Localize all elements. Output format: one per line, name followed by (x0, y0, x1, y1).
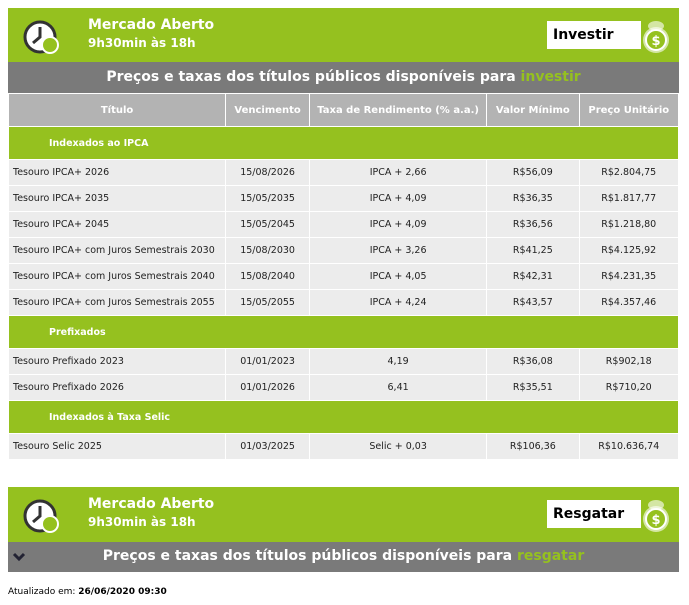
cell: R$902,18 (578, 348, 679, 375)
cell: IPCA + 3,26 (309, 237, 488, 264)
cell: Tesouro IPCA+ 2026 (7, 159, 227, 186)
cell: IPCA + 2,66 (309, 159, 488, 186)
chevron[interactable] (12, 551, 26, 563)
cell: 6,41 (309, 374, 488, 401)
cell: R$1.817,77 (578, 185, 679, 212)
banner-text: Preços e taxas dos títulos públicos disp… (8, 69, 679, 85)
panel-hours: 9h30min às 18h (88, 36, 196, 50)
banner-label: Preços e taxas dos títulos públicos disp… (102, 548, 513, 564)
banner: Preços e taxas dos títulos públicos disp… (8, 542, 679, 572)
market-panel: Mercado Aberto 9h30min às 18h Investir $ (8, 8, 679, 62)
cell: Tesouro Prefixado 2023 (7, 348, 227, 375)
cell: IPCA + 4,09 (309, 185, 488, 212)
cell: R$41,25 (486, 237, 580, 264)
table-wrap: Título Vencimento Taxa de Rendimento (% a.… (7, 93, 679, 460)
cell: R$4.231,35 (578, 263, 679, 290)
column-header: Vencimento (225, 93, 311, 127)
bond-row[interactable]: Tesouro IPCA+ com Juros Semestrais 2030 1… (7, 237, 679, 264)
cell: Selic + 0,03 (309, 433, 488, 460)
column-header: Preço Unitário (578, 93, 679, 127)
bond-row[interactable]: Tesouro Selic 2025 01/03/2025 Selic + 0,03… (7, 433, 679, 460)
cell: R$106,36 (486, 433, 580, 460)
bond-row[interactable]: Tesouro IPCA+ com Juros Semestrais 2055 1… (7, 289, 679, 316)
cell: 15/05/2055 (225, 289, 311, 316)
panel-title: Mercado Aberto (88, 496, 215, 512)
svg-text:$: $ (651, 513, 660, 528)
cell: R$42,31 (486, 263, 580, 290)
cell: Tesouro Selic 2025 (7, 433, 227, 460)
section-row: Indexados ao IPCA (8, 126, 679, 160)
column-header: Valor Mínimo (486, 93, 580, 127)
cell: Tesouro IPCA+ com Juros Semestrais 2040 (7, 263, 227, 290)
cell: R$710,20 (578, 374, 679, 401)
bond-row[interactable]: Tesouro Prefixado 2023 01/01/2023 4,19 R$36… (7, 348, 679, 375)
clock-icon (23, 499, 59, 533)
cell: IPCA + 4,24 (309, 289, 488, 316)
column-header: Título (7, 93, 227, 127)
banner-label: Preços e taxas dos títulos públicos disp… (106, 69, 516, 85)
cell: Tesouro IPCA+ com Juros Semestrais 2030 (7, 237, 227, 264)
svg-text:$: $ (651, 34, 660, 49)
cell: R$56,09 (486, 159, 580, 186)
cell: R$2.804,75 (578, 159, 679, 186)
cell: 01/01/2023 (225, 348, 311, 375)
banner-highlight: resgatar (516, 548, 585, 564)
footer: Atualizado em: 26/06/2020 09:30 (8, 587, 167, 597)
cell: 15/08/2040 (225, 263, 311, 290)
cell: R$36,56 (486, 211, 580, 238)
cell: IPCA + 4,09 (309, 211, 488, 238)
action-button[interactable]: Investir (547, 21, 641, 49)
clock-icon (23, 20, 59, 54)
prices-table: Título Vencimento Taxa de Rendimento (% a.… (7, 93, 679, 460)
piggy-icon: $ (643, 500, 669, 532)
section-row: Indexados à Taxa Selic (8, 400, 679, 434)
cell: IPCA + 4,05 (309, 263, 488, 290)
banner: Preços e taxas dos títulos públicos disp… (8, 62, 679, 93)
banner-highlight: investir (520, 69, 581, 85)
bond-row[interactable]: Tesouro IPCA+ com Juros Semestrais 2040 1… (7, 263, 679, 290)
section-title: Indexados à Taxa Selic (8, 400, 679, 434)
cell: R$4.125,92 (578, 237, 679, 264)
cell: 01/03/2025 (225, 433, 311, 460)
bond-row[interactable]: Tesouro IPCA+ 2045 15/05/2045 IPCA + 4,09 R… (7, 211, 679, 238)
cell: 15/05/2045 (225, 211, 311, 238)
cell: 15/08/2030 (225, 237, 311, 264)
cell: R$36,35 (486, 185, 580, 212)
footer-label: Atualizado em: (8, 587, 76, 597)
cell: R$43,57 (486, 289, 580, 316)
banner-text: Preços e taxas dos títulos públicos disp… (8, 548, 679, 564)
panel-hours: 9h30min às 18h (88, 515, 196, 529)
bond-row[interactable]: Tesouro Prefixado 2026 01/01/2026 6,41 R$35… (7, 374, 679, 401)
cell: R$1.218,80 (578, 211, 679, 238)
cell: 15/08/2026 (225, 159, 311, 186)
bond-row[interactable]: Tesouro IPCA+ 2035 15/05/2035 IPCA + 4,09 R… (7, 185, 679, 212)
cell: R$36,08 (486, 348, 580, 375)
piggy-icon: $ (643, 21, 669, 53)
section-row: Prefixados (8, 315, 679, 349)
market-panel: Mercado Aberto 9h30min às 18h Resgatar $ (8, 487, 679, 542)
action-button[interactable]: Resgatar (547, 500, 641, 528)
cell: Tesouro Prefixado 2026 (7, 374, 227, 401)
cell: Tesouro IPCA+ 2045 (7, 211, 227, 238)
cell: Tesouro IPCA+ 2035 (7, 185, 227, 212)
header-row: Título Vencimento Taxa de Rendimento (% a.… (7, 93, 679, 127)
cell: 15/05/2035 (225, 185, 311, 212)
cell: R$35,51 (486, 374, 580, 401)
section-title: Indexados ao IPCA (8, 126, 679, 160)
cell: 01/01/2026 (225, 374, 311, 401)
panel-title: Mercado Aberto (88, 17, 215, 33)
bond-row[interactable]: Tesouro IPCA+ 2026 15/08/2026 IPCA + 2,66 R… (7, 159, 679, 186)
cell: R$4.357,46 (578, 289, 679, 316)
cell: Tesouro IPCA+ com Juros Semestrais 2055 (7, 289, 227, 316)
cell: 4,19 (309, 348, 488, 375)
section-title: Prefixados (8, 315, 679, 349)
column-header: Taxa de Rendimento (% a.a.) (309, 93, 488, 127)
footer-value: 26/06/2020 09:30 (78, 587, 167, 597)
cell: R$10.636,74 (578, 433, 679, 460)
